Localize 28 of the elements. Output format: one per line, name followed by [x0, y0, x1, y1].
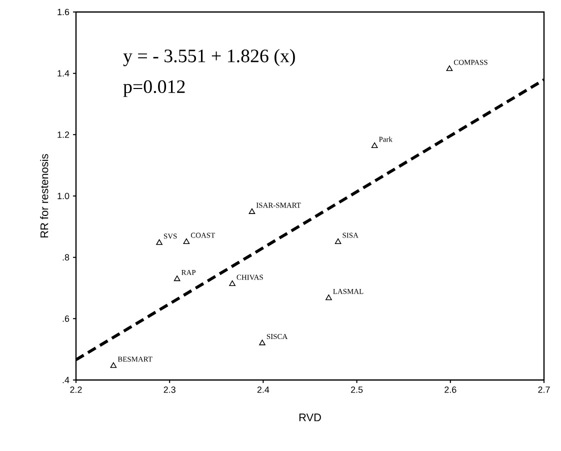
x-tick-label: 2.4	[257, 386, 270, 393]
point	[248, 208, 256, 214]
point	[110, 362, 117, 368]
point	[229, 280, 236, 286]
y-axis-title: RR for restenosis	[40, 154, 48, 238]
y-tick-label: .6	[62, 315, 70, 322]
x-tick-label: 2.6	[444, 386, 456, 393]
y-tick-label: .4	[62, 376, 70, 384]
y-tick-label: .8	[62, 254, 70, 261]
point	[259, 340, 266, 346]
x-tick-label: 2.7	[538, 386, 550, 393]
annotation: y = - 3.551 + 1.826 (x)	[123, 49, 295, 66]
x-tick-label: 2.3	[164, 386, 176, 393]
point	[174, 276, 180, 282]
y-tick-label: 1.4	[58, 70, 70, 76]
y-tick-label: 1.6	[58, 8, 70, 16]
point	[446, 65, 453, 72]
annotation: p=0.012	[123, 80, 185, 97]
point	[326, 294, 332, 300]
y-tick-label: 1.0	[58, 192, 70, 200]
x-tick-label: 2.2	[70, 386, 82, 393]
point	[334, 238, 342, 244]
y-tick-label: 1.2	[58, 132, 70, 138]
point	[371, 142, 378, 148]
point	[156, 239, 162, 245]
point	[183, 238, 190, 244]
x-tick-label: 2.5	[351, 386, 363, 393]
x-axis-title: RVD	[299, 414, 321, 422]
